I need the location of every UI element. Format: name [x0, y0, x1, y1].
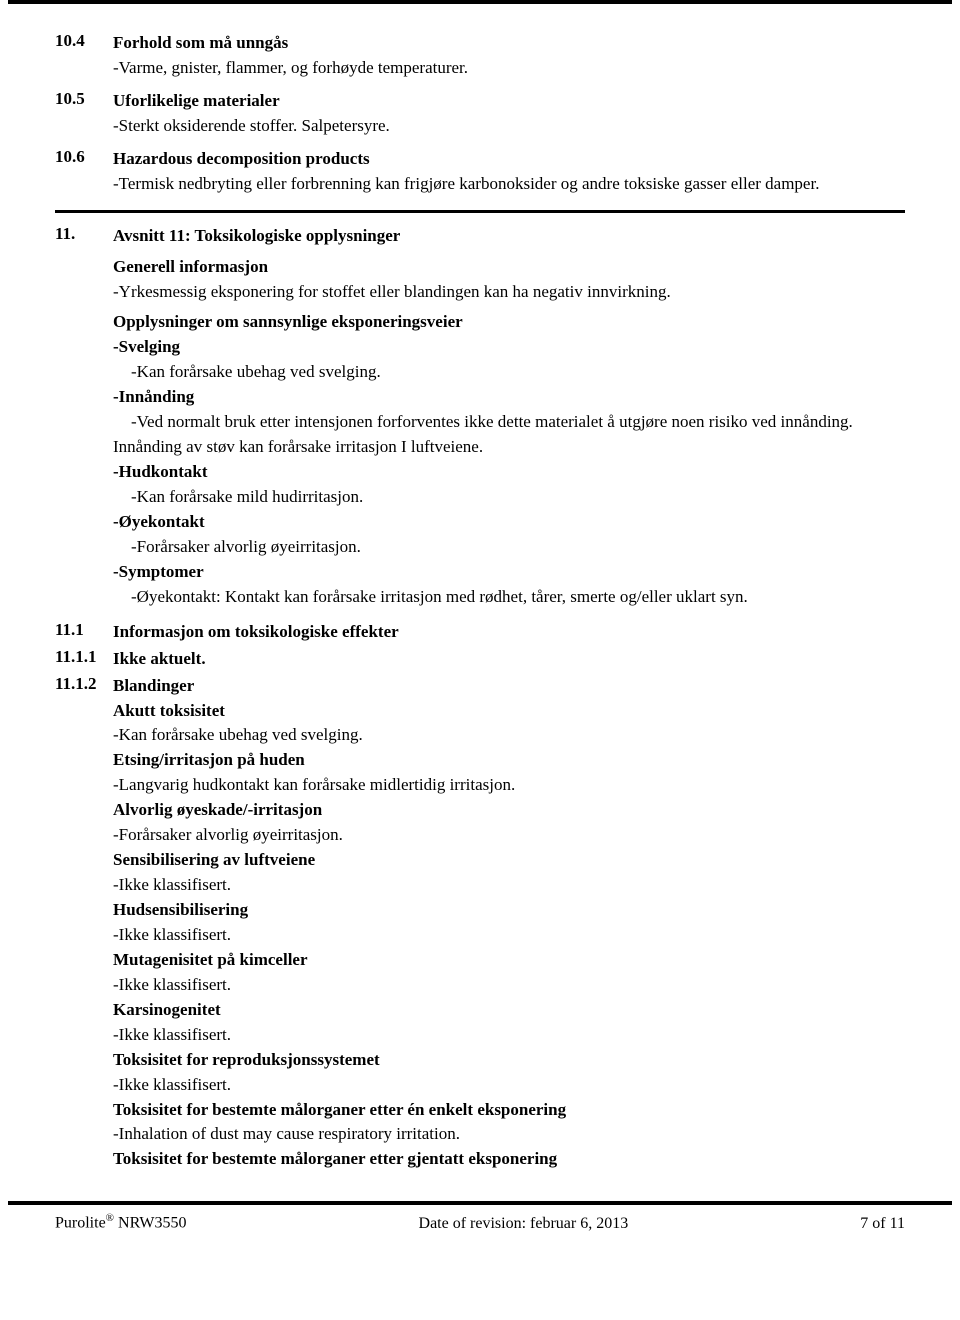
- hudsens-heading: Hudsensibilisering: [113, 899, 905, 922]
- section-11: 11. Avsnitt 11: Toksikologiske opplysnin…: [55, 223, 905, 611]
- enkelt-text: -Inhalation of dust may cause respirator…: [113, 1123, 905, 1146]
- section-title: Blandinger: [113, 675, 905, 698]
- reprod-heading: Toksisitet for reproduksjonssystemet: [113, 1049, 905, 1072]
- section-number: 10.6: [55, 146, 113, 198]
- section-number: 11.1: [55, 619, 113, 646]
- divider: [55, 210, 905, 213]
- section-10-5: 10.5 Uforlikelige materialer -Sterkt oks…: [55, 88, 905, 140]
- oyekontakt-text: -Forårsaker alvorlig øyeirritasjon.: [113, 536, 905, 559]
- akutt-text: -Kan forårsake ubehag ved svelging.: [113, 724, 905, 747]
- reprod-text: -Ikke klassifisert.: [113, 1074, 905, 1097]
- innanding-heading: -Innånding: [113, 386, 905, 409]
- revision-date: Date of revision: februar 6, 2013: [419, 1213, 629, 1235]
- oyekontakt-heading: -Øyekontakt: [113, 511, 905, 534]
- section-title: Forhold som må unngås: [113, 32, 905, 55]
- section-title: Ikke aktuelt.: [113, 648, 905, 671]
- karsin-heading: Karsinogenitet: [113, 999, 905, 1022]
- section-number: 11.1.2: [55, 673, 113, 1174]
- page-number: 7 of 11: [860, 1213, 905, 1235]
- section-11-1: 11.1 Informasjon om toksikologiske effek…: [55, 619, 905, 646]
- svelging-heading: -Svelging: [113, 336, 905, 359]
- etsing-heading: Etsing/irritasjon på huden: [113, 749, 905, 772]
- sensluft-text: -Ikke klassifisert.: [113, 874, 905, 897]
- section-title: Hazardous decomposition products: [113, 148, 905, 171]
- product-name: Purolite® NRW3550: [55, 1211, 186, 1234]
- product-suffix: NRW3550: [114, 1215, 186, 1232]
- section-title: Avsnitt 11: Toksikologiske opplysninger: [113, 225, 905, 248]
- innanding-text-1: -Ved normalt bruk etter intensjonen forf…: [113, 411, 905, 434]
- page-footer: Purolite® NRW3550 Date of revision: febr…: [0, 1205, 960, 1234]
- general-text: -Yrkesmessig eksponering for stoffet ell…: [113, 281, 905, 304]
- gjentatt-heading: Toksisitet for bestemte målorganer etter…: [113, 1148, 905, 1171]
- svelging-text: -Kan forårsake ubehag ved svelging.: [113, 361, 905, 384]
- product-prefix: Purolite: [55, 1215, 106, 1232]
- innanding-text-2: Innånding av støv kan forårsake irritasj…: [113, 436, 905, 459]
- etsing-text: -Langvarig hudkontakt kan forårsake midl…: [113, 774, 905, 797]
- section-10-4: 10.4 Forhold som må unngås -Varme, gnist…: [55, 30, 905, 82]
- mutagen-text: -Ikke klassifisert.: [113, 974, 905, 997]
- section-10-6: 10.6 Hazardous decomposition products -T…: [55, 146, 905, 198]
- oye-text: -Forårsaker alvorlig øyeirritasjon.: [113, 824, 905, 847]
- general-heading: Generell informasjon: [113, 256, 905, 279]
- page-content: 10.4 Forhold som må unngås -Varme, gnist…: [0, 4, 960, 1183]
- section-number: 11.1.1: [55, 646, 113, 673]
- hudsens-text: -Ikke klassifisert.: [113, 924, 905, 947]
- section-text: -Termisk nedbryting eller forbrenning ka…: [113, 173, 905, 196]
- section-11-1-1: 11.1.1 Ikke aktuelt.: [55, 646, 905, 673]
- exposure-heading: Opplysninger om sannsynlige eksponerings…: [113, 311, 905, 334]
- section-text: -Sterkt oksiderende stoffer. Salpetersyr…: [113, 115, 905, 138]
- section-11-1-2: 11.1.2 Blandinger Akutt toksisitet -Kan …: [55, 673, 905, 1174]
- oye-heading: Alvorlig øyeskade/-irritasjon: [113, 799, 905, 822]
- symptomer-text: -Øyekontakt: Kontakt kan forårsake irrit…: [113, 586, 905, 609]
- akutt-heading: Akutt toksisitet: [113, 700, 905, 723]
- sensluft-heading: Sensibilisering av luftveiene: [113, 849, 905, 872]
- section-number: 10.5: [55, 88, 113, 140]
- section-number: 11.: [55, 223, 113, 611]
- hudkontakt-text: -Kan forårsake mild hudirritasjon.: [113, 486, 905, 509]
- hudkontakt-heading: -Hudkontakt: [113, 461, 905, 484]
- section-text: -Varme, gnister, flammer, og forhøyde te…: [113, 57, 905, 80]
- mutagen-heading: Mutagenisitet på kimceller: [113, 949, 905, 972]
- karsin-text: -Ikke klassifisert.: [113, 1024, 905, 1047]
- section-title: Uforlikelige materialer: [113, 90, 905, 113]
- enkelt-heading: Toksisitet for bestemte målorganer etter…: [113, 1099, 905, 1122]
- section-title: Informasjon om toksikologiske effekter: [113, 621, 905, 644]
- symptomer-heading: -Symptomer: [113, 561, 905, 584]
- registered-mark-icon: ®: [106, 1212, 114, 1224]
- section-number: 10.4: [55, 30, 113, 82]
